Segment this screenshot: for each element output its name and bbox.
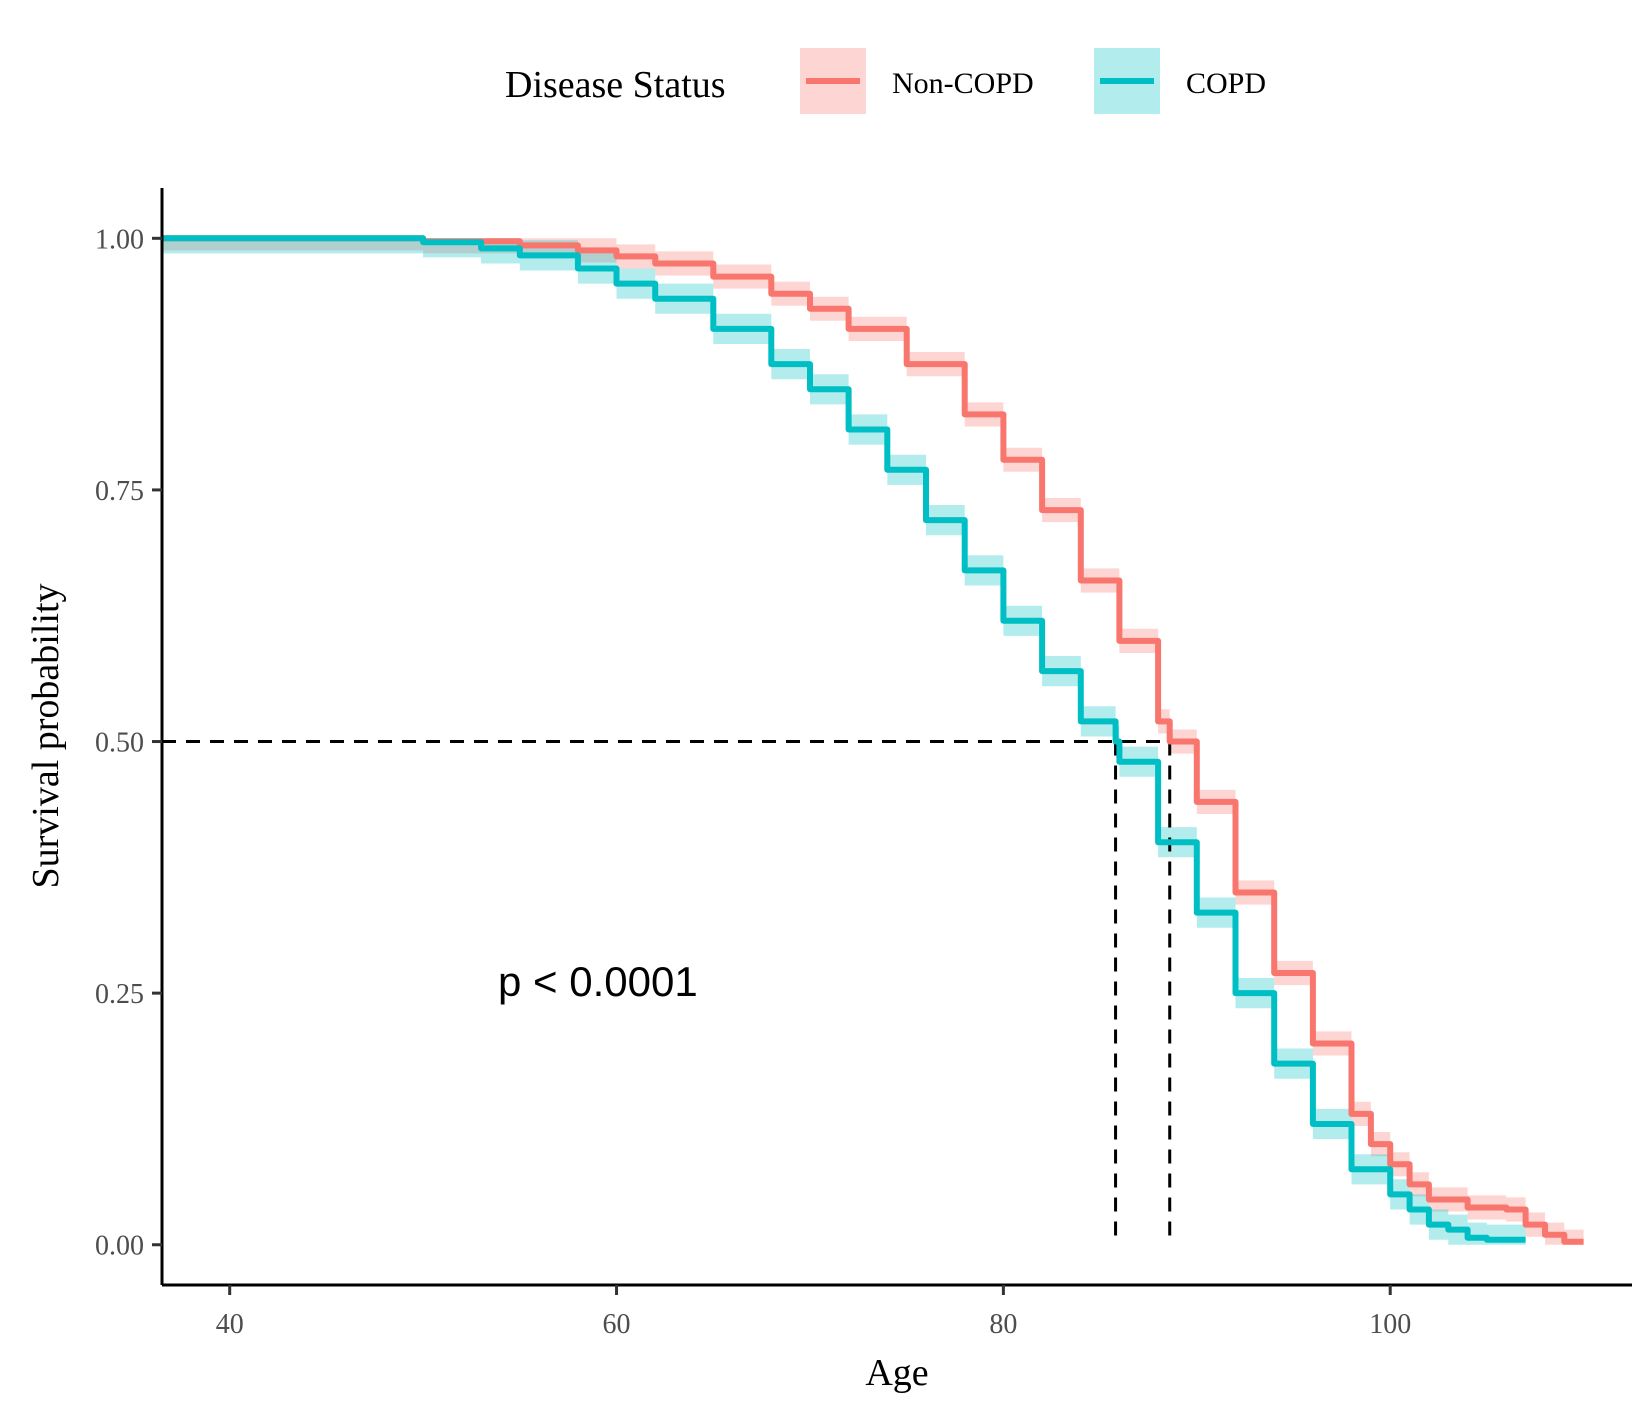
x-tick-label: 100	[1369, 1309, 1411, 1340]
x-axis-ticks: 40 60 80 100	[216, 1285, 1411, 1340]
legend-label-non-copd: Non-COPD	[892, 67, 1034, 100]
y-axis-title: Survival probability	[25, 583, 67, 888]
survival-curve-copd	[162, 235, 1526, 1243]
median-reference-lines	[162, 740, 1172, 1245]
x-tick-label: 60	[603, 1309, 631, 1340]
y-axis-ticks: 0.00 0.25 0.50 0.75 1.00	[95, 224, 162, 1262]
legend-label-copd: COPD	[1186, 67, 1266, 100]
y-tick-label: 0.75	[95, 476, 144, 507]
survival-curve-non-copd	[162, 235, 1584, 1245]
y-tick-label: 0.00	[95, 1231, 144, 1262]
x-tick-label: 40	[216, 1309, 244, 1340]
legend-title: Disease Status	[505, 64, 726, 106]
y-tick-label: 0.50	[95, 728, 144, 759]
y-tick-label: 0.25	[95, 979, 144, 1010]
confidence-bands	[162, 238, 1584, 1245]
p-value-annotation: p < 0.0001	[498, 958, 698, 1005]
legend: Disease Status Non-COPD COPD	[505, 48, 1266, 114]
ci-band-non-copd	[162, 238, 1584, 1245]
x-axis-title: Age	[865, 1352, 928, 1394]
x-tick-label: 80	[989, 1309, 1017, 1340]
y-tick-label: 1.00	[95, 224, 144, 255]
survival-curves	[162, 235, 1584, 1245]
